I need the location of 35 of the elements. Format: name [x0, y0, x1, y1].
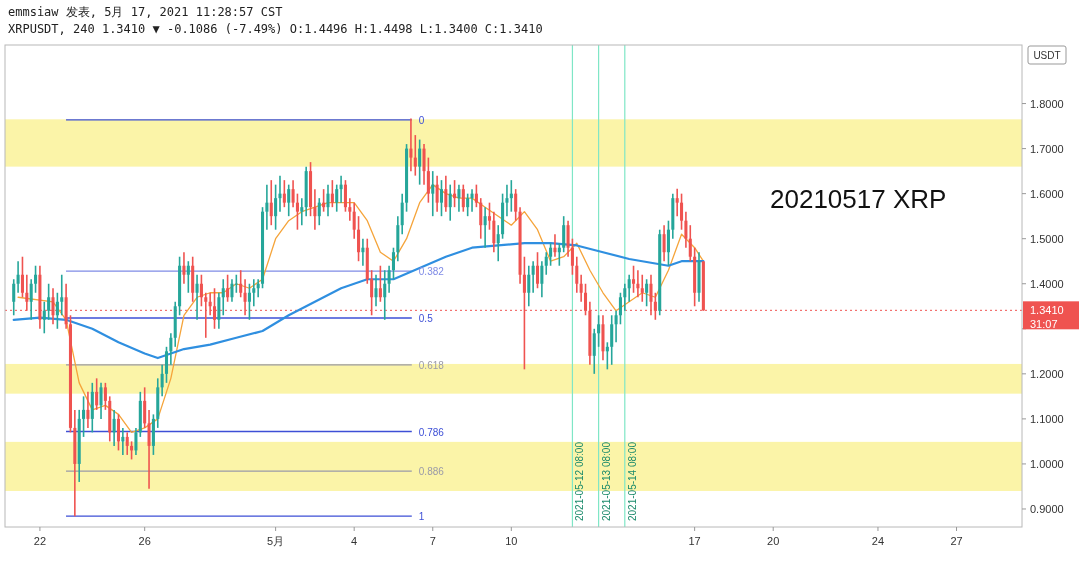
annotation: 0.786 — [418, 426, 445, 438]
y-tick-label: 1.4000 — [1030, 277, 1064, 290]
ref-line-label: 1.3410 — [1030, 304, 1064, 317]
chart-title: emmsiaw 发表, 5月 17, 2021 11:28:57 CST — [8, 5, 283, 19]
y-tick-label: 1.7000 — [1030, 142, 1064, 155]
x-tick-label: 17 — [688, 535, 701, 547]
ref-line-label: 2021-05-14 08:00 — [626, 441, 638, 521]
annotation: 20210517 XRP — [770, 184, 947, 214]
annotation: 1 — [418, 511, 425, 523]
x-tick-label: 27 — [950, 535, 963, 547]
y-tick-label: 0.9000 — [1030, 502, 1064, 515]
x-tick-label: 4 — [351, 535, 358, 547]
ref-line-label: 2021-05-12 08:00 — [574, 441, 586, 521]
x-tick-label: 7 — [429, 535, 436, 547]
x-tick-label: 22 — [33, 535, 47, 547]
y-axis-title: USDT — [1033, 50, 1061, 61]
ref-line-label: 2021-05-13 08:00 — [600, 441, 612, 521]
y-tick-label: 1.2000 — [1030, 367, 1064, 380]
chart-subtitle: XRPUSDT, 240 1.3410 ▼ -0.1086 (-7.49%) O:1.4496 H:1.4498 L:1.3400 C:1.3410 — [8, 22, 543, 36]
x-tick-label: 5月 — [267, 535, 285, 547]
y-tick-label: 1.0000 — [1030, 457, 1064, 470]
annotation: 0.886 — [418, 466, 445, 478]
y-tick-label: 1.8000 — [1030, 97, 1064, 110]
annotation: 0 — [418, 114, 425, 126]
x-tick-label: 26 — [138, 535, 151, 547]
x-tick-label: 24 — [871, 535, 885, 547]
y-tick-label: 1.6000 — [1030, 187, 1064, 200]
line-series — [17, 183, 705, 434]
text: 31:07 — [1030, 318, 1058, 331]
y-tick-label: 1.5000 — [1030, 232, 1064, 245]
x-tick-label: 20 — [767, 535, 780, 547]
annotation: 0.5 — [418, 312, 434, 324]
x-tick-label: 10 — [505, 535, 518, 547]
y-tick-label: 1.1000 — [1030, 412, 1064, 425]
annotation: 0.382 — [418, 266, 445, 278]
